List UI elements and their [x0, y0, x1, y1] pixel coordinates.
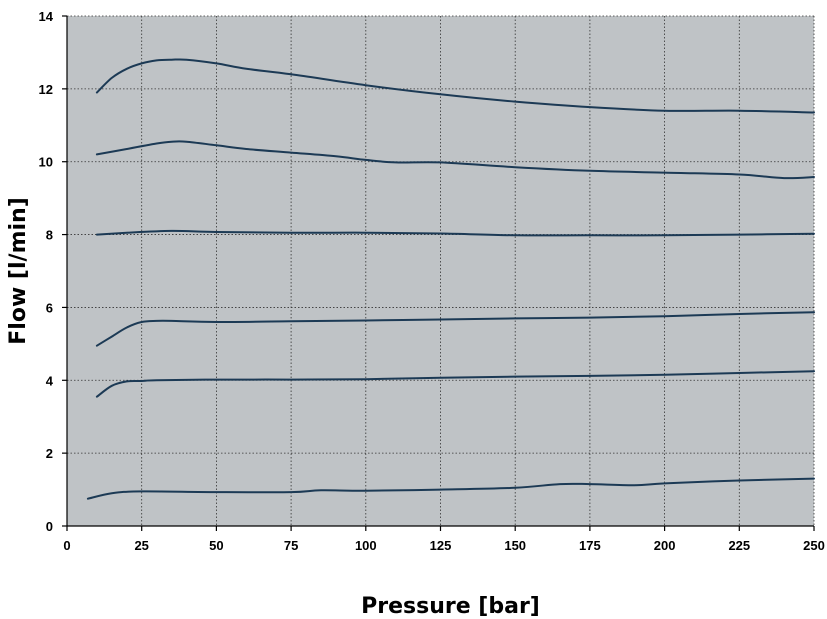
- x-tick-label: 150: [504, 538, 526, 553]
- y-tick-label: 0: [46, 519, 53, 534]
- y-tick-label: 6: [46, 300, 53, 315]
- x-tick-label: 250: [803, 538, 825, 553]
- x-tick-label: 100: [355, 538, 377, 553]
- y-axis-title: Flow [l/min]: [6, 197, 31, 344]
- series-line-6: [86, 477, 815, 500]
- y-tick-label: 8: [46, 228, 53, 243]
- x-tick-label: 225: [728, 538, 750, 553]
- y-tick-label: 10: [39, 155, 53, 170]
- x-axis-title: Pressure [bar]: [361, 594, 540, 619]
- y-tick-label: 4: [46, 373, 54, 388]
- x-tick-label: 75: [284, 538, 298, 553]
- axes: [62, 15, 815, 531]
- series-line-3: [95, 229, 815, 237]
- x-tick-label: 200: [654, 538, 676, 553]
- y-tick-label: 14: [39, 9, 54, 24]
- series-line-1: [95, 58, 815, 114]
- x-tick-label: 125: [430, 538, 452, 553]
- x-tick-label: 25: [134, 538, 148, 553]
- series-line-4: [95, 311, 815, 347]
- x-tick-label: 0: [63, 538, 70, 553]
- y-tick-label: 12: [39, 82, 53, 97]
- series-lines: [86, 58, 815, 500]
- series-line-2: [95, 140, 815, 180]
- x-tick-label: 175: [579, 538, 601, 553]
- series-line-5: [95, 370, 815, 398]
- plot-area: [67, 16, 814, 526]
- y-tick-label: 2: [46, 446, 53, 461]
- tick-labels: 0 25 50 75 100 125 150 175 200 225 250 0 2 4 6 8 10 12 14: [39, 9, 825, 553]
- grid-lines: [67, 15, 815, 526]
- x-tick-label: 50: [209, 538, 223, 553]
